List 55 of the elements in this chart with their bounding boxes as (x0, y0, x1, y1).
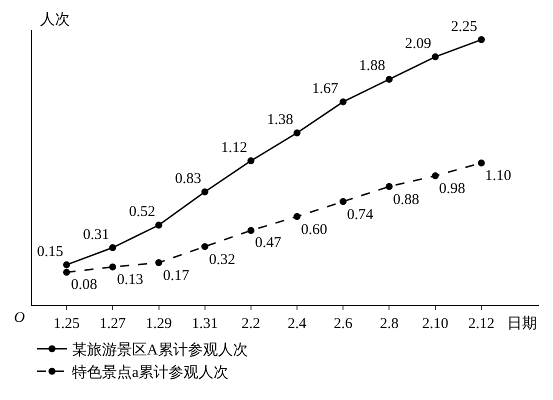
x-tick-label: 2.10 (422, 316, 448, 332)
data-label: 0.60 (301, 222, 328, 238)
data-label: 1.38 (267, 112, 294, 128)
data-label: 0.32 (209, 252, 236, 268)
data-label: 1.67 (312, 81, 339, 97)
legend-label: 特色景点a累计参观人次 (72, 364, 229, 382)
point (432, 172, 439, 180)
point (247, 157, 254, 164)
legend-label: 某旅游景区A累计参观人次 (72, 342, 248, 359)
y-axis-title: 人次 (40, 12, 70, 28)
point (247, 226, 254, 234)
point (294, 129, 301, 136)
data-label: 1.10 (485, 168, 512, 184)
x-tick-label: 2.4 (288, 316, 307, 332)
x-tick-label: 2.2 (242, 316, 260, 332)
point (478, 36, 485, 44)
data-label: 2.09 (405, 36, 432, 52)
point (340, 98, 347, 106)
data-label: 0.47 (255, 235, 282, 251)
point (432, 53, 439, 60)
point (294, 213, 301, 220)
point (155, 222, 162, 229)
data-label: 1.88 (359, 58, 386, 74)
x-tick-label: 2.8 (380, 316, 399, 332)
point (109, 244, 116, 252)
point (340, 198, 347, 206)
data-label: 0.74 (347, 207, 374, 223)
point (63, 268, 70, 276)
data-label: 0.52 (129, 204, 156, 220)
point (201, 243, 208, 250)
data-label: 0.15 (37, 244, 64, 260)
point (386, 183, 393, 190)
data-label: 0.31 (83, 227, 110, 243)
data-label: 0.13 (117, 272, 144, 288)
point (63, 261, 70, 268)
point (109, 263, 116, 270)
x-tick-label: 1.29 (146, 316, 172, 332)
data-label: 0.88 (393, 192, 420, 208)
data-label: 2.25 (451, 19, 478, 35)
data-label: 0.98 (439, 181, 466, 197)
x-axis-title: 日期 (507, 315, 537, 332)
point (478, 159, 485, 166)
point (155, 259, 162, 266)
x-tick-label: 2.6 (334, 316, 353, 332)
x-tick-label: 1.27 (100, 316, 126, 332)
x-tick-label: 2.12 (468, 316, 495, 332)
point (386, 76, 393, 83)
data-label: 0.17 (163, 268, 190, 284)
point (201, 188, 208, 196)
data-label: 1.12 (221, 140, 248, 156)
x-tick-label: 1.31 (192, 316, 218, 332)
text: O (14, 310, 25, 326)
data-label: 0.83 (175, 171, 202, 187)
data-label: 0.08 (71, 277, 98, 293)
x-tick-label: 1.25 (53, 316, 80, 332)
